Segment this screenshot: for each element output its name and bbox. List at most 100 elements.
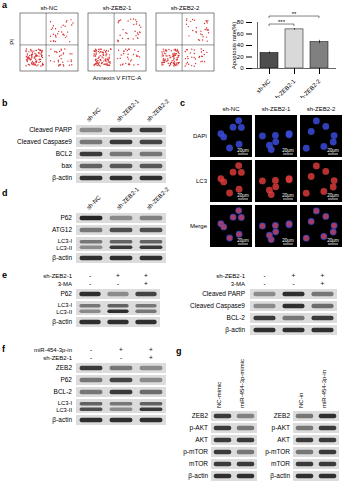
svg-text:LC3: LC3	[196, 178, 208, 184]
svg-text:p-AKT: p-AKT	[272, 424, 290, 432]
svg-text:BCL2: BCL2	[56, 150, 73, 157]
svg-text:+: +	[119, 346, 123, 353]
svg-text:β-actin: β-actin	[188, 472, 208, 480]
svg-text:Cleaved Caspase9: Cleaved Caspase9	[190, 302, 245, 310]
svg-text:mTOR: mTOR	[271, 460, 290, 467]
svg-text:sh-ZEB2-1: sh-ZEB2-1	[43, 355, 72, 361]
svg-text:20: 20	[237, 54, 244, 60]
svg-text:20μm: 20μm	[327, 238, 339, 243]
svg-text:NC-in: NC-in	[298, 393, 304, 408]
svg-text:BCL-2: BCL-2	[54, 388, 73, 395]
svg-text:b: b	[2, 98, 8, 108]
svg-text:e: e	[2, 270, 7, 280]
svg-text:β-actin: β-actin	[270, 472, 290, 480]
svg-text:-: -	[90, 346, 92, 353]
svg-text:AKT: AKT	[277, 436, 290, 443]
svg-text:β-actin: β-actin	[52, 416, 72, 424]
svg-text:+: +	[144, 280, 148, 287]
svg-text:-: -	[120, 354, 122, 361]
svg-text:Apoptosis rate(%): Apoptosis rate(%)	[231, 22, 237, 70]
svg-text:d: d	[2, 188, 8, 198]
svg-text:sh-ZEB2-2: sh-ZEB2-2	[307, 106, 336, 112]
svg-text:40: 40	[237, 42, 244, 48]
svg-text:Cleaved PARP: Cleaved PARP	[202, 290, 245, 297]
svg-text:+: +	[116, 272, 120, 279]
svg-text:bax: bax	[62, 162, 73, 169]
svg-text:miR-454-3p-mimic: miR-454-3p-mimic	[239, 359, 245, 408]
svg-text:20μm: 20μm	[282, 238, 294, 243]
svg-text:sh-ZEB2-2: sh-ZEB2-2	[297, 78, 322, 98]
svg-text:-: -	[263, 272, 265, 279]
svg-text:LC3-I: LC3-I	[58, 238, 73, 244]
svg-text:P62: P62	[60, 376, 72, 383]
svg-text:LC3-II: LC3-II	[56, 309, 72, 315]
svg-text:-: -	[117, 280, 119, 287]
svg-text:DAPI: DAPI	[193, 133, 207, 139]
svg-text:β-actin: β-actin	[52, 318, 72, 326]
svg-text:sh-NC: sh-NC	[40, 5, 58, 11]
svg-text:**: **	[292, 11, 297, 17]
svg-text:20μm: 20μm	[237, 238, 249, 243]
svg-text:BCL-2: BCL-2	[227, 314, 246, 321]
svg-text:sh-NC: sh-NC	[85, 106, 102, 123]
svg-text:LC3-II: LC3-II	[56, 245, 72, 251]
svg-text:sh-NC: sh-NC	[255, 78, 272, 95]
svg-text:3-MA: 3-MA	[231, 281, 245, 287]
svg-text:***: ***	[278, 19, 286, 25]
svg-text:sh-ZEB2-1: sh-ZEB2-1	[272, 78, 297, 98]
svg-text:sh-ZEB2-1: sh-ZEB2-1	[216, 273, 245, 279]
svg-text:mTOR: mTOR	[189, 460, 208, 467]
svg-text:p-AKT: p-AKT	[190, 424, 208, 432]
svg-text:ZEB2: ZEB2	[56, 364, 73, 371]
svg-text:+: +	[149, 346, 153, 353]
svg-text:f: f	[2, 344, 6, 354]
svg-text:-: -	[89, 280, 91, 287]
svg-text:β-actin: β-actin	[225, 326, 245, 334]
svg-text:Cleaved PARP: Cleaved PARP	[29, 126, 72, 133]
svg-text:sh-ZEB2-2: sh-ZEB2-2	[145, 98, 170, 123]
svg-text:ATG12: ATG12	[52, 226, 72, 233]
svg-text:miR-454-3p-in: miR-454-3p-in	[321, 370, 327, 408]
svg-text:LC3-I: LC3-I	[58, 400, 73, 406]
svg-text:0: 0	[240, 65, 244, 71]
svg-text:miR-454-3p-in: miR-454-3p-in	[34, 347, 72, 353]
svg-text:20μm: 20μm	[282, 193, 294, 198]
svg-text:-: -	[263, 280, 265, 287]
svg-text:p-mTOR: p-mTOR	[265, 448, 290, 456]
svg-text:+: +	[144, 272, 148, 279]
svg-text:β-actin: β-actin	[52, 254, 72, 262]
svg-text:20μm: 20μm	[327, 193, 339, 198]
svg-text:sh-ZEB2-1: sh-ZEB2-1	[43, 273, 72, 279]
svg-text:3-MA: 3-MA	[58, 281, 72, 287]
svg-text:20μm: 20μm	[237, 148, 249, 153]
svg-text:80: 80	[237, 19, 244, 25]
svg-text:sh-ZEB2-1: sh-ZEB2-1	[262, 106, 291, 112]
svg-text:PI: PI	[9, 39, 15, 45]
svg-text:LC3-I: LC3-I	[58, 302, 73, 308]
svg-text:-: -	[90, 354, 92, 361]
svg-text:sh-ZEB2-1: sh-ZEB2-1	[115, 186, 140, 211]
svg-text:-: -	[89, 272, 91, 279]
svg-text:+: +	[321, 272, 325, 279]
svg-text:sh-ZEB2-2: sh-ZEB2-2	[171, 5, 200, 11]
svg-text:c: c	[180, 98, 185, 108]
svg-text:P62: P62	[60, 214, 72, 221]
svg-text:Cleaved Caspase9: Cleaved Caspase9	[17, 138, 72, 146]
svg-text:20μm: 20μm	[282, 148, 294, 153]
svg-text:+: +	[292, 272, 296, 279]
svg-text:P62: P62	[60, 290, 72, 297]
svg-text:a: a	[2, 0, 8, 10]
svg-text:Merge: Merge	[190, 223, 208, 229]
svg-text:sh-ZEB2-1: sh-ZEB2-1	[115, 98, 140, 123]
svg-text:20μm: 20μm	[237, 193, 249, 198]
svg-text:p-mTOR: p-mTOR	[183, 448, 208, 456]
svg-text:-: -	[292, 280, 294, 287]
svg-text:g: g	[176, 346, 182, 356]
svg-text:Annexin V FITC-A: Annexin V FITC-A	[93, 75, 141, 81]
svg-text:+: +	[149, 354, 153, 361]
svg-text:sh-NC: sh-NC	[222, 106, 240, 112]
svg-text:LC3-II: LC3-II	[56, 407, 72, 413]
svg-text:sh-NC: sh-NC	[85, 194, 102, 211]
svg-text:β-actin: β-actin	[52, 174, 72, 182]
svg-text:20μm: 20μm	[327, 148, 339, 153]
